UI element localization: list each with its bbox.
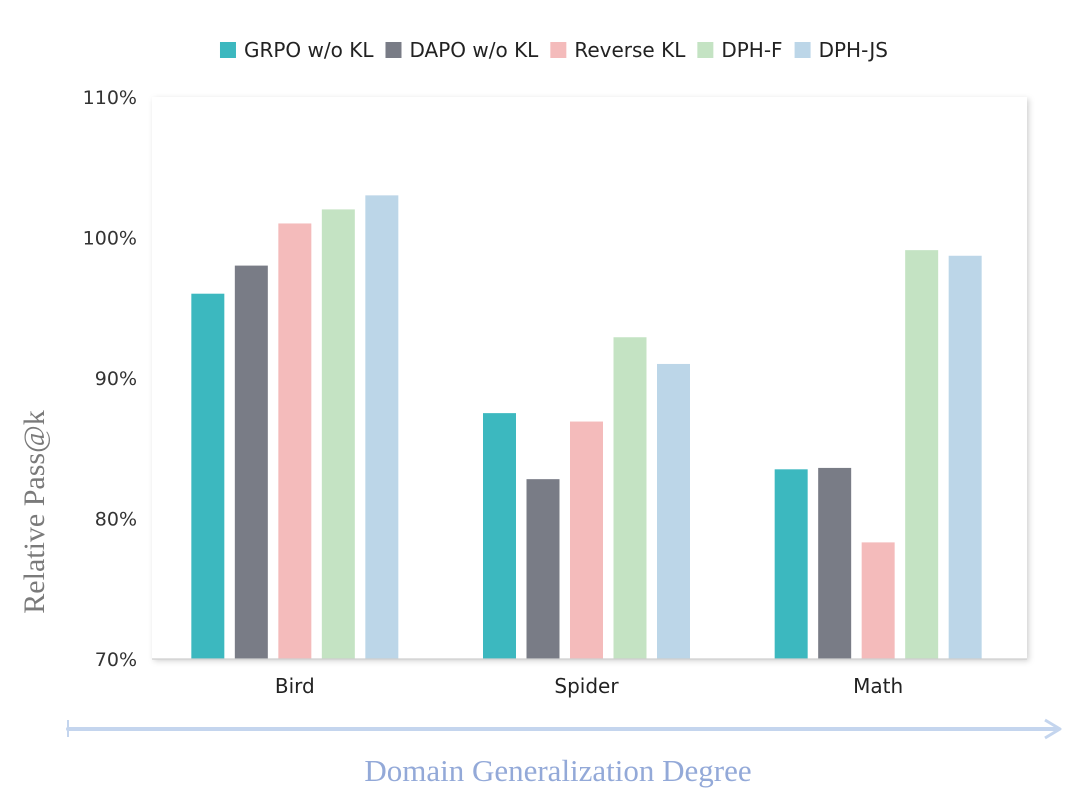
y-tick-label: 80% xyxy=(95,509,137,531)
bar xyxy=(483,413,516,660)
x-axis-arrow xyxy=(66,718,1062,740)
bar xyxy=(191,293,225,659)
legend-item: DAPO w/o KL xyxy=(385,38,539,62)
y-axis-ticks: 70% 80% 90% 100% 110% xyxy=(83,87,137,671)
x-tick-label: Spider xyxy=(554,674,619,698)
y-axis-label: Relative Pass@k xyxy=(18,410,51,613)
legend-item: GRPO w/o KL xyxy=(219,38,374,62)
bars xyxy=(191,195,982,660)
y-tick-label: 100% xyxy=(83,228,137,250)
x-tick-label: Bird xyxy=(275,674,315,698)
legend-label: DPH-F xyxy=(721,38,782,62)
legend-label: DAPO w/o KL xyxy=(409,38,539,62)
x-tick-label: Math xyxy=(853,674,903,698)
legend-label: Reverse KL xyxy=(574,38,686,62)
legend-swatch xyxy=(697,42,714,58)
bar xyxy=(613,337,647,659)
legend: GRPO w/o KL DAPO w/o KL Reverse KL DPH-F DPH… xyxy=(219,38,888,62)
legend-label: GRPO w/o KL xyxy=(244,38,374,62)
legend-swatch xyxy=(219,42,236,58)
bar xyxy=(905,250,939,659)
y-tick-label: 70% xyxy=(95,649,137,671)
bar xyxy=(278,223,312,659)
legend-swatch xyxy=(794,42,811,58)
bar xyxy=(365,195,399,659)
bar xyxy=(526,479,560,659)
x-axis-label: Domain Generalization Degree xyxy=(364,753,751,788)
bar xyxy=(861,542,895,659)
bar xyxy=(774,469,808,659)
legend-swatch xyxy=(550,42,567,58)
legend-item: DPH-F xyxy=(697,38,783,62)
legend-item: DPH-JS xyxy=(794,38,888,62)
y-tick-label: 90% xyxy=(95,368,137,390)
bar xyxy=(948,255,982,659)
bar xyxy=(818,467,852,659)
legend-label: DPH-JS xyxy=(819,38,888,62)
x-axis-categories: Bird Spider Math xyxy=(275,674,903,698)
bar xyxy=(234,265,268,659)
bar xyxy=(321,209,355,659)
legend-item: Reverse KL xyxy=(550,38,686,62)
legend-swatch xyxy=(385,42,402,58)
bar xyxy=(657,363,690,659)
y-tick-label: 110% xyxy=(83,87,137,109)
bar xyxy=(570,421,603,659)
